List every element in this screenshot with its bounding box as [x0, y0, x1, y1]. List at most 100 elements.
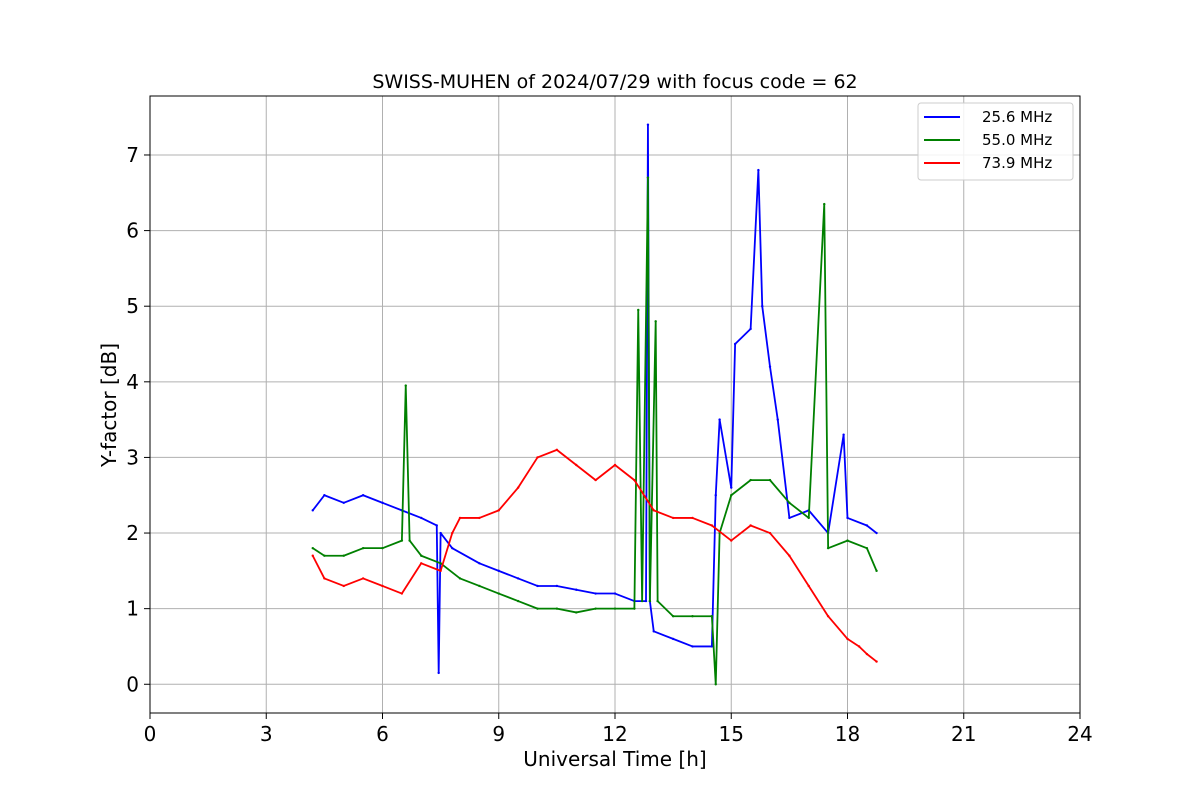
chart-title: SWISS-MUHEN of 2024/07/29 with focus cod… [372, 71, 857, 93]
data-point [875, 531, 878, 535]
data-point [733, 342, 737, 346]
x-tick-label: 9 [492, 722, 505, 746]
data-point [516, 577, 520, 580]
data-point [437, 671, 440, 675]
data-point [826, 615, 830, 618]
data-point [361, 546, 365, 550]
data-point [826, 546, 830, 550]
legend: 25.6 MHz 55.0 MHz 73.9 MHz [917, 102, 1074, 181]
data-point [865, 524, 869, 527]
data-point [633, 478, 636, 482]
data-point [555, 448, 559, 452]
data-point [323, 577, 326, 580]
data-point [644, 599, 648, 603]
x-tick-label: 3 [260, 722, 273, 746]
data-point [730, 494, 733, 497]
data-point [865, 546, 869, 550]
data-point [749, 478, 752, 482]
data-point [776, 418, 779, 421]
data-point [846, 539, 849, 542]
x-tick-label: 24 [1067, 722, 1092, 746]
data-point [342, 584, 345, 588]
data-point [613, 607, 617, 610]
data-point [633, 607, 636, 610]
data-point [768, 531, 772, 535]
data-point [575, 611, 578, 614]
data-point [458, 516, 462, 520]
data-point [361, 494, 365, 497]
y-axis-label: Y-factor [dB] [97, 343, 121, 468]
data-point [788, 554, 791, 557]
x-tick-label: 6 [376, 722, 389, 746]
data-point [857, 645, 861, 648]
data-point [311, 554, 314, 557]
data-point [575, 463, 578, 467]
data-point [807, 516, 810, 520]
data-point [439, 531, 442, 535]
data-point [613, 592, 617, 595]
grid [149, 96, 1081, 713]
series-layer [311, 123, 878, 686]
series-line [312, 123, 878, 674]
legend-label-55-0: 55.0 MHz [982, 131, 1052, 149]
data-point [311, 546, 314, 550]
data-point [656, 599, 659, 603]
data-point [536, 607, 539, 610]
data-point [400, 539, 404, 542]
y-axis: 0 1 2 3 4 5 6 7 [126, 143, 150, 696]
data-point [823, 202, 826, 206]
data-point [710, 524, 714, 527]
y-tick-label: 7 [126, 143, 139, 167]
data-point [594, 478, 597, 482]
data-point [594, 607, 597, 610]
data-point [842, 433, 845, 436]
data-point [671, 615, 675, 618]
data-point [458, 577, 462, 580]
x-tick-label: 15 [719, 722, 744, 746]
data-point [404, 384, 407, 387]
data-point [875, 660, 878, 663]
y-tick-label: 2 [126, 521, 139, 545]
data-point [646, 123, 650, 126]
data-point [768, 365, 772, 368]
series-line [311, 448, 878, 663]
data-point [439, 562, 442, 565]
data-point [342, 501, 345, 504]
x-tick-label: 21 [951, 722, 976, 746]
x-axis-label: Universal Time [h] [523, 747, 706, 771]
data-point [652, 509, 655, 512]
data-point [749, 524, 752, 527]
data-point [451, 546, 454, 550]
data-point [311, 509, 314, 512]
data-point [846, 637, 849, 641]
data-point [516, 599, 520, 603]
data-point [648, 599, 652, 603]
data-point [381, 546, 384, 550]
data-point [691, 645, 694, 648]
x-axis: 0 3 6 9 12 15 18 21 24 [144, 713, 1093, 746]
data-point [807, 584, 810, 588]
data-point [613, 463, 617, 467]
data-point [654, 320, 657, 323]
legend-label-73-9: 73.9 MHz [982, 154, 1052, 172]
data-point [875, 569, 878, 573]
data-point [478, 516, 481, 520]
data-point [671, 516, 675, 520]
series-25-6-mhz [311, 123, 878, 675]
data-point [478, 584, 481, 588]
data-point [691, 615, 694, 618]
data-point [342, 554, 345, 557]
y-tick-label: 1 [126, 597, 139, 621]
data-point [637, 308, 640, 312]
data-point [400, 592, 404, 595]
data-point [451, 531, 454, 535]
data-point [323, 554, 326, 557]
data-point [671, 637, 675, 641]
x-tick-label: 18 [835, 722, 860, 746]
x-tick-label: 0 [144, 722, 157, 746]
data-point [646, 176, 650, 179]
data-point [757, 168, 760, 172]
data-point [788, 501, 791, 504]
